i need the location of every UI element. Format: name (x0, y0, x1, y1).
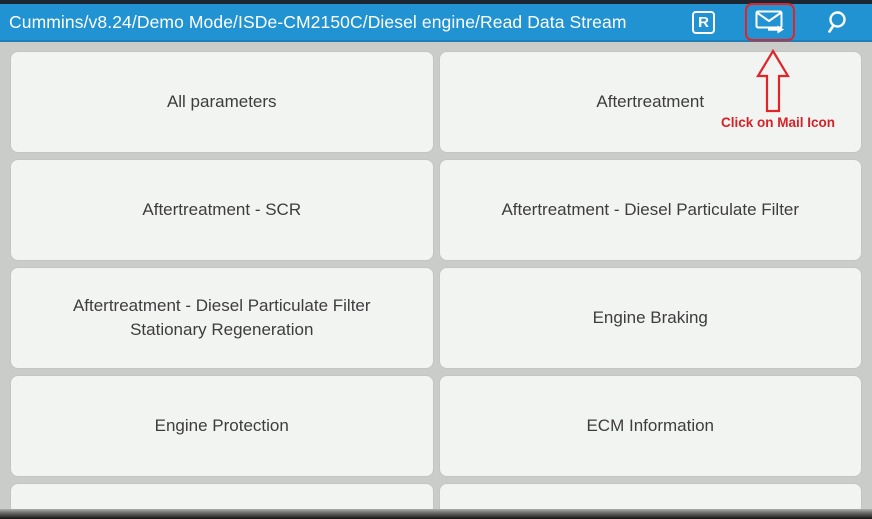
breadcrumb: Cummins/v8.24/Demo Mode/ISDe-CM2150C/Die… (9, 11, 627, 32)
screen-bottom-bezel (0, 509, 872, 519)
mail-icon[interactable] (755, 10, 785, 34)
title-bar: Cummins/v8.24/Demo Mode/ISDe-CM2150C/Die… (0, 3, 872, 42)
screen-top-bezel (0, 0, 872, 4)
menu-button-aftertreatment-scr[interactable]: Aftertreatment - SCR (10, 159, 434, 261)
menu-button-aftertreatment-dpf[interactable]: Aftertreatment - Diesel Particulate Filt… (438, 159, 862, 261)
header-icons: R (692, 3, 848, 41)
menu-button-engine-braking[interactable]: Engine Braking (438, 267, 862, 369)
menu-button-all-parameters[interactable]: All parameters (10, 51, 434, 153)
menu-button-aftertreatment-dpf-stationary-regeneration[interactable]: Aftertreatment - Diesel Particulate Filt… (10, 267, 434, 369)
menu-button-engine-protection[interactable]: Engine Protection (10, 375, 434, 477)
r-logo-icon[interactable]: R (692, 10, 715, 34)
menu-button-ecm-information[interactable]: ECM Information (438, 375, 862, 477)
function-menu: All parameters Aftertreatment Aftertreat… (0, 42, 872, 517)
search-icon[interactable] (825, 10, 848, 34)
mail-icon-highlight-box[interactable] (745, 3, 795, 41)
menu-button-aftertreatment[interactable]: Aftertreatment (438, 51, 862, 153)
